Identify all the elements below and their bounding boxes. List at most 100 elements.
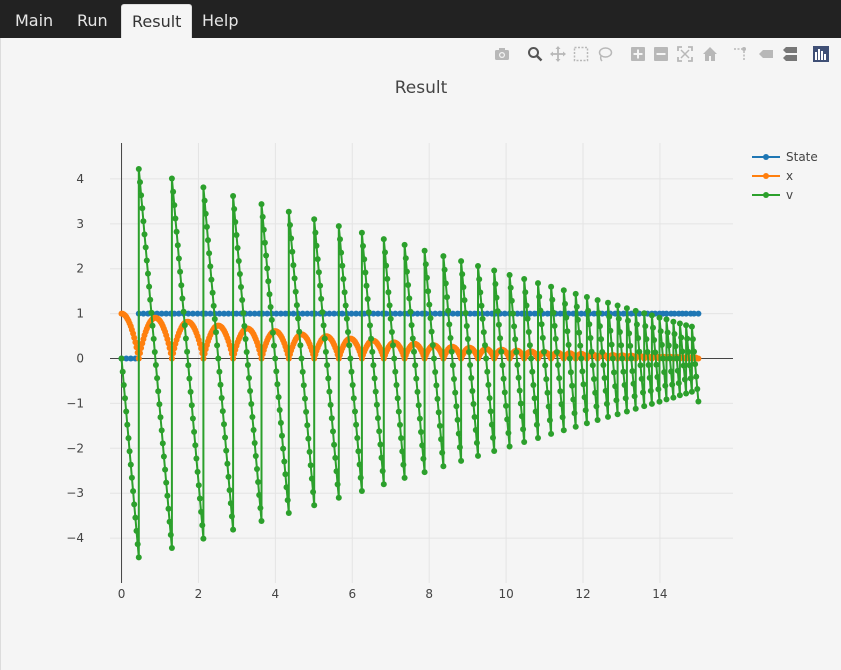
point-v bbox=[620, 368, 627, 375]
point-v bbox=[427, 315, 434, 322]
point-v bbox=[134, 541, 141, 548]
point-v bbox=[358, 229, 365, 236]
point-v bbox=[198, 508, 205, 515]
plotly-logo-icon[interactable] bbox=[813, 46, 829, 62]
reset-axes-icon[interactable] bbox=[702, 46, 718, 62]
point-v bbox=[611, 369, 617, 376]
point-v bbox=[521, 276, 528, 282]
point-v bbox=[259, 213, 266, 220]
point-v bbox=[230, 193, 237, 199]
point-v bbox=[491, 267, 498, 274]
point-v bbox=[583, 294, 590, 300]
point-v bbox=[341, 289, 348, 296]
point-State bbox=[339, 310, 346, 317]
point-v bbox=[426, 301, 433, 308]
point-v bbox=[629, 368, 636, 375]
point-v bbox=[594, 417, 601, 423]
series-x bbox=[118, 310, 702, 363]
point-v bbox=[160, 453, 167, 460]
point-v bbox=[446, 321, 453, 328]
point-v bbox=[296, 328, 303, 335]
tab-help[interactable]: Help bbox=[202, 11, 239, 30]
point-v bbox=[524, 315, 531, 322]
camera-icon[interactable] bbox=[494, 46, 510, 62]
point-v bbox=[225, 473, 232, 480]
zoom-out-icon[interactable] bbox=[653, 46, 669, 62]
point-v bbox=[422, 261, 429, 268]
point-v bbox=[518, 413, 525, 420]
point-v bbox=[626, 330, 633, 337]
point-v bbox=[297, 342, 304, 349]
point-v bbox=[431, 355, 437, 362]
point-v bbox=[317, 282, 324, 289]
tab-main[interactable]: Main bbox=[15, 11, 54, 30]
point-v bbox=[485, 381, 492, 388]
point-v bbox=[663, 316, 670, 323]
point-v bbox=[372, 388, 379, 395]
point-v bbox=[498, 348, 505, 355]
point-v bbox=[314, 256, 321, 263]
point-x bbox=[131, 334, 138, 341]
point-State bbox=[194, 310, 201, 317]
point-v bbox=[603, 400, 610, 407]
y-tick-label: −1 bbox=[66, 396, 84, 410]
point-v bbox=[648, 312, 655, 319]
point-v bbox=[479, 315, 486, 322]
point-v bbox=[608, 341, 615, 348]
point-v bbox=[506, 443, 513, 450]
point-State bbox=[691, 310, 697, 317]
point-v bbox=[304, 422, 311, 429]
point-v bbox=[384, 275, 391, 282]
point-v bbox=[530, 382, 537, 388]
point-v bbox=[214, 342, 221, 349]
tab-result[interactable]: Result bbox=[121, 4, 193, 38]
point-v bbox=[591, 376, 597, 382]
point-v bbox=[636, 348, 643, 355]
point-v bbox=[221, 421, 227, 428]
zoom-icon[interactable] bbox=[527, 46, 543, 62]
point-v bbox=[648, 400, 655, 407]
y-tick-label: −2 bbox=[66, 441, 84, 455]
point-v bbox=[674, 367, 681, 374]
point-v bbox=[150, 335, 157, 342]
point-v bbox=[458, 258, 465, 265]
point-v bbox=[290, 262, 297, 269]
zoom-in-icon[interactable] bbox=[630, 46, 646, 62]
point-v bbox=[252, 453, 259, 459]
legend-marker-x bbox=[763, 173, 769, 179]
spike-lines-icon[interactable] bbox=[733, 46, 749, 62]
pan-icon[interactable] bbox=[550, 46, 566, 62]
point-v bbox=[521, 439, 528, 445]
autoscale-icon[interactable] bbox=[677, 46, 693, 62]
point-v bbox=[407, 308, 414, 315]
point-v bbox=[168, 175, 175, 182]
point-v bbox=[618, 342, 625, 349]
point-v bbox=[415, 402, 422, 409]
point-v bbox=[656, 314, 663, 321]
point-v bbox=[284, 497, 291, 504]
point-State bbox=[299, 310, 306, 317]
point-v bbox=[507, 284, 514, 291]
point-v bbox=[656, 398, 663, 405]
point-v bbox=[516, 387, 523, 394]
point-v bbox=[268, 316, 275, 323]
point-v bbox=[462, 310, 469, 316]
point-v bbox=[429, 342, 436, 348]
lasso-select-icon[interactable] bbox=[597, 46, 613, 62]
point-v bbox=[218, 395, 225, 401]
point-v bbox=[133, 527, 140, 534]
box-select-icon[interactable] bbox=[573, 46, 589, 62]
point-v bbox=[315, 269, 322, 276]
point-v bbox=[185, 362, 192, 369]
point-v bbox=[380, 481, 387, 488]
tab-run[interactable]: Run bbox=[77, 11, 108, 30]
point-v bbox=[346, 342, 353, 349]
point-v bbox=[308, 475, 315, 482]
point-v bbox=[565, 341, 572, 348]
hover-compare-icon[interactable] bbox=[782, 46, 798, 62]
point-v bbox=[157, 414, 164, 421]
point-v bbox=[559, 414, 566, 421]
point-State bbox=[185, 310, 192, 317]
point-v bbox=[380, 236, 387, 243]
hover-closest-icon[interactable] bbox=[758, 46, 774, 62]
